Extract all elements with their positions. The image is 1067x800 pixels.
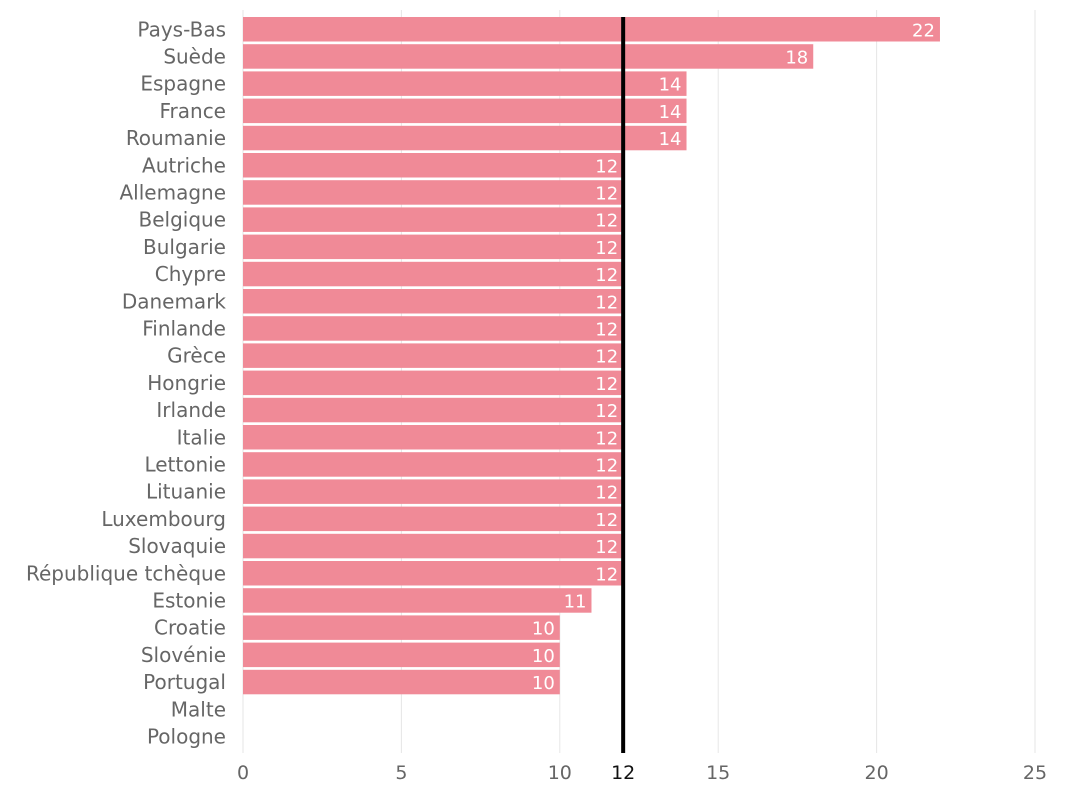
category-label: Bulgarie bbox=[143, 235, 226, 259]
data-label: 10 bbox=[532, 619, 555, 640]
data-label: 14 bbox=[659, 102, 682, 123]
bar bbox=[243, 370, 624, 396]
bar bbox=[243, 642, 560, 668]
data-label: 10 bbox=[532, 646, 555, 667]
bar bbox=[243, 125, 687, 151]
bar bbox=[243, 153, 624, 178]
category-label: Pays-Bas bbox=[137, 17, 226, 41]
category-label: Luxembourg bbox=[101, 507, 226, 531]
bar bbox=[243, 588, 592, 613]
bar bbox=[243, 180, 624, 205]
bar bbox=[243, 44, 814, 69]
data-label: 18 bbox=[785, 47, 808, 68]
bar bbox=[243, 261, 624, 287]
data-label: 12 bbox=[595, 564, 618, 585]
bar bbox=[243, 615, 560, 640]
category-label: Autriche bbox=[142, 153, 226, 177]
category-label: République tchèque bbox=[26, 561, 226, 585]
data-label: 12 bbox=[595, 510, 618, 531]
category-label: Lettonie bbox=[144, 452, 226, 476]
data-label: 12 bbox=[595, 211, 618, 232]
bars: 22 18 14 14 14 12 12 12 12 12 12 12 12 12 12 12 12 12 12 12… bbox=[243, 17, 940, 695]
data-label: 12 bbox=[595, 183, 618, 204]
category-label: Danemark bbox=[122, 289, 227, 313]
bar bbox=[243, 17, 940, 42]
category-label: Irlande bbox=[156, 398, 226, 422]
data-label: 12 bbox=[595, 265, 618, 286]
category-label: Portugal bbox=[143, 670, 226, 694]
category-label: Pologne bbox=[147, 724, 226, 748]
bar bbox=[243, 289, 624, 314]
bar bbox=[243, 533, 624, 559]
category-label: France bbox=[159, 99, 226, 123]
data-label: 12 bbox=[595, 537, 618, 558]
bar bbox=[243, 98, 687, 124]
data-label: 12 bbox=[595, 483, 618, 504]
category-label: Hongrie bbox=[147, 371, 226, 395]
data-label: 12 bbox=[595, 319, 618, 340]
category-label: Slovénie bbox=[141, 643, 226, 667]
data-label: 11 bbox=[564, 591, 587, 612]
reference-line-group: 12 bbox=[611, 17, 635, 784]
data-label: 12 bbox=[595, 347, 618, 368]
category-label: Slovaquie bbox=[128, 534, 226, 558]
bar bbox=[243, 669, 560, 695]
category-label: Finlande bbox=[142, 316, 226, 340]
category-label: Chypre bbox=[155, 262, 226, 286]
category-label: Espagne bbox=[140, 72, 226, 96]
data-label: 10 bbox=[532, 673, 555, 694]
data-label: 14 bbox=[659, 75, 682, 96]
reference-line-label: 12 bbox=[611, 762, 635, 784]
data-label: 12 bbox=[595, 455, 618, 476]
data-label: 12 bbox=[595, 292, 618, 313]
x-axis-ticks: 0 5 10 15 20 25 bbox=[237, 762, 1047, 784]
data-label: 12 bbox=[595, 401, 618, 422]
category-label: Roumanie bbox=[126, 126, 226, 150]
category-label: Allemagne bbox=[119, 180, 226, 204]
category-label: Estonie bbox=[152, 588, 226, 612]
category-label: Lituanie bbox=[146, 480, 226, 504]
bar bbox=[243, 207, 624, 232]
category-label: Grèce bbox=[167, 344, 226, 368]
bar bbox=[243, 479, 624, 504]
bar bbox=[243, 234, 624, 260]
data-label: 12 bbox=[595, 428, 618, 449]
category-label: Croatie bbox=[154, 616, 226, 640]
bar bbox=[243, 316, 624, 341]
category-label: Malte bbox=[171, 697, 226, 721]
x-tick-label: 10 bbox=[548, 762, 572, 784]
data-label: 12 bbox=[595, 238, 618, 259]
category-labels: Pays-Bas Suède Espagne France Roumanie Autric… bbox=[26, 17, 226, 748]
x-tick-label: 20 bbox=[865, 762, 889, 784]
bar bbox=[243, 425, 624, 450]
data-label: 22 bbox=[912, 20, 935, 41]
bar bbox=[243, 452, 624, 477]
bar bbox=[243, 397, 624, 423]
data-label: 12 bbox=[595, 156, 618, 177]
bar bbox=[243, 561, 624, 586]
data-label: 12 bbox=[595, 374, 618, 395]
x-tick-label: 15 bbox=[706, 762, 730, 784]
data-label: 14 bbox=[659, 129, 682, 150]
bar bbox=[243, 506, 624, 532]
category-label: Belgique bbox=[138, 208, 226, 232]
x-tick-label: 5 bbox=[395, 762, 407, 784]
x-tick-label: 25 bbox=[1023, 762, 1047, 784]
x-tick-label: 0 bbox=[237, 762, 249, 784]
bar bbox=[243, 71, 687, 96]
category-label: Italie bbox=[177, 425, 226, 449]
category-label: Suède bbox=[163, 44, 226, 68]
bar bbox=[243, 343, 624, 368]
